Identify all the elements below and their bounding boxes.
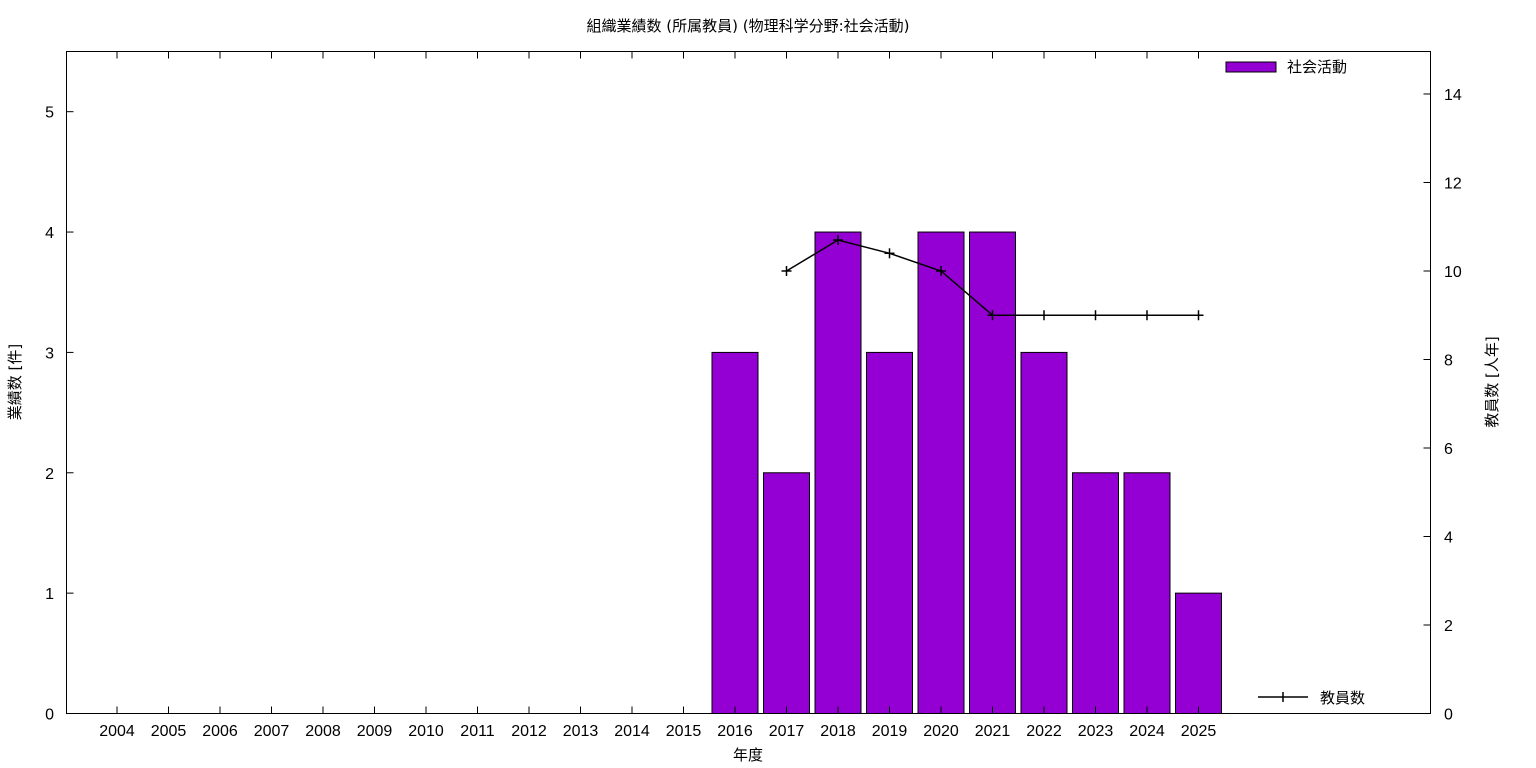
x-tick-label: 2015 <box>666 723 702 740</box>
x-tick-label: 2017 <box>769 723 805 740</box>
point-2019 <box>884 248 895 259</box>
bar-2025 <box>1175 592 1222 714</box>
x-tick-label: 2020 <box>923 723 959 740</box>
point-2020 <box>936 265 946 276</box>
y2-axis-title: 教員数 [人年] <box>1483 336 1501 427</box>
x-tick-label: 2014 <box>614 723 650 740</box>
y2-tick-label: 6 <box>1444 441 1453 458</box>
x-axis-title: 年度 <box>733 746 763 764</box>
x-tick-label: 2013 <box>563 723 599 740</box>
bar-2018 <box>814 231 862 715</box>
x-tick-label: 2021 <box>975 723 1011 740</box>
bar-2021 <box>969 231 1016 715</box>
bar-2017 <box>763 472 810 715</box>
y-tick-label: 0 <box>45 707 54 724</box>
point-2024 <box>1142 310 1152 321</box>
y-tick-label: 5 <box>45 105 54 122</box>
legend-item-bar: 社会活動 <box>1225 58 1347 76</box>
chart-title: 組織業績数 (所属教員) (物理科学分野:社会活動) <box>586 17 909 35</box>
y-tick-labels: 0 1 2 3 4 5 <box>45 105 54 724</box>
point-2025 <box>1193 310 1204 321</box>
bar-2023 <box>1072 472 1119 715</box>
bar-2022 <box>1020 351 1068 714</box>
y2-tick-label: 8 <box>1444 352 1453 369</box>
bar-2020 <box>917 231 965 715</box>
y-tick-label: 2 <box>45 466 54 483</box>
y-tick-label: 4 <box>45 225 54 242</box>
y2-tick-label: 4 <box>1444 529 1453 546</box>
x-tick-label: 2009 <box>357 723 393 740</box>
y-tick-label: 3 <box>45 345 54 362</box>
x-tick-label: 2004 <box>99 723 135 740</box>
x-tick-labels: 2004 2005 2006 2007 2008 2009 2010 2011 2012 2013… <box>99 723 1216 740</box>
bar-2024 <box>1123 472 1171 715</box>
x-tick-label: 2025 <box>1181 723 1217 740</box>
legend-label-line: 教員数 <box>1320 689 1365 707</box>
x-tick-label: 2019 <box>872 723 908 740</box>
y2-tick-label: 14 <box>1444 87 1462 104</box>
x-tick-label: 2022 <box>1026 723 1062 740</box>
point-2021 <box>987 310 998 321</box>
x-tick-label: 2023 <box>1078 723 1114 740</box>
point-2022 <box>1039 310 1049 321</box>
point-2017 <box>781 265 792 276</box>
line-series-group <box>781 235 1204 321</box>
x-tick-label: 2012 <box>511 723 547 740</box>
x-tick-label: 2018 <box>820 723 856 740</box>
ticks-group <box>66 51 1431 714</box>
legend-swatch-bar <box>1225 61 1277 73</box>
y2-tick-label: 2 <box>1444 618 1453 635</box>
bar-2019 <box>866 351 913 714</box>
y-tick-label: 1 <box>45 586 54 603</box>
x-tick-label: 2008 <box>305 723 341 740</box>
point-2023 <box>1090 310 1101 321</box>
y2-tick-label: 12 <box>1444 175 1462 192</box>
x-tick-label: 2007 <box>254 723 290 740</box>
y2-tick-label: 0 <box>1444 707 1453 724</box>
point-2018 <box>833 235 843 246</box>
y-axis-title: 業績数 [件] <box>6 344 24 420</box>
bar-2016 <box>711 351 759 714</box>
x-tick-label: 2016 <box>717 723 753 740</box>
legend-label-bar: 社会活動 <box>1287 58 1347 76</box>
x-tick-label: 2024 <box>1129 723 1165 740</box>
y2-tick-label: 10 <box>1444 264 1462 281</box>
y2-tick-labels: 0 2 4 6 8 10 12 14 <box>1444 87 1462 724</box>
x-tick-label: 2010 <box>408 723 444 740</box>
x-tick-label: 2011 <box>460 723 495 740</box>
bars-group <box>711 231 1222 715</box>
legend-item-line: 教員数 <box>1258 689 1365 707</box>
x-tick-label: 2006 <box>202 723 238 740</box>
x-tick-label: 2005 <box>151 723 187 740</box>
